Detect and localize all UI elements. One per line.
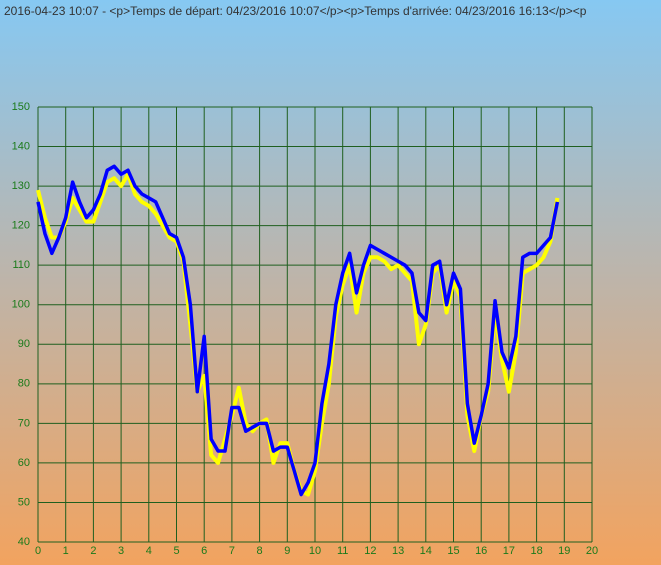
y-tick-label: 80 — [18, 378, 30, 390]
x-tick-label: 16 — [475, 545, 487, 557]
x-tick-label: 1 — [63, 545, 69, 557]
x-tick-label: 13 — [392, 545, 404, 557]
x-tick-label: 20 — [586, 545, 598, 557]
y-tick-label: 150 — [12, 101, 30, 113]
x-tick-label: 2 — [90, 545, 96, 557]
y-tick-label: 120 — [12, 220, 30, 232]
x-tick-label: 4 — [146, 545, 152, 557]
x-tick-label: 15 — [447, 545, 459, 557]
x-tick-label: 17 — [503, 545, 515, 557]
y-tick-label: 110 — [12, 259, 30, 271]
x-tick-label: 12 — [364, 545, 376, 557]
x-tick-label: 10 — [309, 545, 321, 557]
x-tick-label: 19 — [558, 545, 570, 557]
x-tick-label: 14 — [420, 545, 432, 557]
y-tick-label: 70 — [18, 417, 30, 429]
y-tick-label: 100 — [12, 299, 30, 311]
y-tick-label: 90 — [18, 338, 30, 350]
x-tick-label: 6 — [201, 545, 207, 557]
x-tick-label: 5 — [173, 545, 179, 557]
x-tick-label: 18 — [530, 545, 542, 557]
x-tick-label: 11 — [337, 545, 348, 557]
x-tick-label: 7 — [229, 545, 235, 557]
line-series — [36, 164, 560, 497]
chart-title: 2016-04-23 10:07 - <p>Temps de départ: 0… — [4, 4, 587, 18]
y-tick-label: 60 — [18, 457, 30, 469]
y-tick-label: 50 — [18, 496, 30, 508]
y-tick-label: 130 — [12, 180, 30, 192]
x-tick-label: 3 — [118, 545, 124, 557]
y-tick-label: 140 — [12, 140, 30, 152]
x-tick-label: 8 — [257, 545, 263, 557]
y-tick-label: 40 — [18, 536, 30, 548]
x-tick-label: 9 — [284, 545, 290, 557]
x-tick-label: 0 — [35, 545, 41, 557]
